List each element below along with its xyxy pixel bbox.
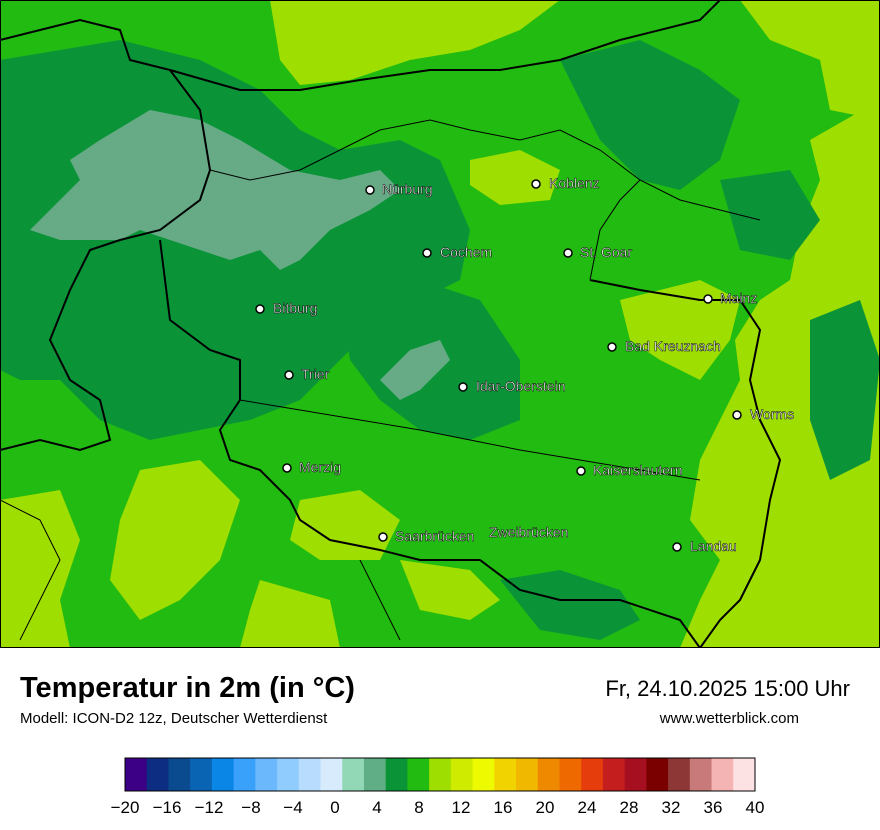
scale-swatch [689,758,713,791]
svg-text:Zweibrücken: Zweibrücken [489,524,568,540]
svg-text:Nürburg: Nürburg [382,181,433,197]
scale-tick-label: 24 [578,798,597,817]
scale-tick-label: −12 [195,798,224,817]
city-worms: Worms [732,406,794,422]
scale-swatch [559,758,582,791]
scale-swatch [298,758,322,791]
city-kaiserslautern: Kaiserslautern [576,462,683,478]
scale-tick-label: 12 [452,798,471,817]
scale-swatch [646,758,669,791]
scale-swatch [624,758,647,791]
city-markers: Nürburg Koblenz Cochem St. Goar Mainz Bi… [255,175,794,554]
svg-text:Worms: Worms [750,406,794,422]
scale-tick-label: 40 [746,798,765,817]
svg-text:Kaiserslautern: Kaiserslautern [593,462,683,478]
temp-field-teal [30,110,450,400]
scale-tick-label: 16 [494,798,513,817]
scale-swatch [363,758,387,791]
scale-swatch [733,758,756,791]
scale-swatch [602,758,626,791]
scale-swatch [320,758,343,791]
svg-text:Koblenz: Koblenz [549,175,600,191]
scale-tick-label: 0 [330,798,339,817]
scale-swatch [450,758,474,791]
city-bad-kreuznach: Bad Kreuznach [607,338,721,354]
svg-text:Merzig: Merzig [299,459,341,475]
scale-tick-label: −20 [111,798,140,817]
city-merzig: Merzig [282,459,341,475]
city-trier: Trier [284,366,330,382]
scale-swatch [581,758,604,791]
model-info: Modell: ICON-D2 12z, Deutscher Wetterdie… [20,710,328,727]
scale-frame [124,757,756,792]
scale-swatch [429,758,452,791]
scale-tick-label: −16 [153,798,182,817]
district-borders [0,119,761,641]
map-title: Temperatur in 2m (in °C) [20,672,355,704]
scale-swatch [407,758,430,791]
scale-tick-label: 4 [372,798,381,817]
svg-text:Mainz: Mainz [720,290,757,306]
svg-text:Bitburg: Bitburg [273,300,317,316]
city-mainz: Mainz [703,290,758,306]
scale-swatch [125,758,148,791]
temp-field-light-green [0,0,880,648]
scale-swatch [168,758,191,791]
scale-swatch [277,758,300,791]
footer: Temperatur in 2m (in °C) Modell: ICON-D2… [0,648,880,830]
scale-swatch [472,758,495,791]
scale-tick-label: 36 [704,798,723,817]
scale-swatch [711,758,734,791]
city-idar-oberstein: Idar-Oberstein [458,378,566,394]
svg-text:Landau: Landau [690,538,737,554]
scale-swatch [146,758,169,791]
scale-swatch [342,758,365,791]
city-bitburg: Bitburg [255,300,318,316]
svg-text:Saarbrücken: Saarbrücken [395,528,474,544]
scale-swatches [125,758,756,791]
scale-ticks: −20 −16 −12 −8 −4 0 4 8 12 16 20 24 28 32 36 40 [111,798,765,817]
scale-swatch [537,758,560,791]
forecast-datetime: Fr, 24.10.2025 15:00 Uhr [605,676,850,701]
svg-text:St. Goar: St. Goar [580,244,632,260]
city-landau: Landau [672,538,737,554]
scale-swatch [255,758,278,791]
scale-swatch [494,758,517,791]
city-cochem: Cochem [422,244,492,260]
svg-text:Trier: Trier [301,366,330,382]
scale-tick-label: 20 [536,798,555,817]
scale-swatch [516,758,539,791]
svg-text:Idar-Oberstein: Idar-Oberstein [476,378,565,394]
scale-tick-label: −4 [283,798,302,817]
svg-text:Bad Kreuznach: Bad Kreuznach [625,338,721,354]
city-koblenz: Koblenz [531,175,600,191]
scale-tick-label: 28 [620,798,639,817]
city-nurburg: Nürburg [365,181,433,197]
scale-tick-label: 32 [662,798,681,817]
city-zweibruecken: Zweibrücken [489,524,569,541]
temperature-color-scale: −20 −16 −12 −8 −4 0 4 8 12 16 20 24 28 32 36 40 [111,757,765,817]
city-saarbruecken: Saarbrücken [378,528,475,544]
scale-swatch [190,758,213,791]
country-borders [0,0,782,648]
scale-tick-label: 8 [414,798,423,817]
city-st-goar: St. Goar [563,244,633,260]
svg-text:Cochem: Cochem [440,244,492,260]
scale-tick-label: −8 [241,798,260,817]
temperature-map: Nürburg Koblenz Cochem St. Goar Mainz Bi… [0,0,880,648]
scale-swatch [211,758,235,791]
scale-swatch [668,758,691,791]
website-link[interactable]: www.wetterblick.com [659,710,799,727]
scale-swatch [233,758,256,791]
scale-swatch [385,758,408,791]
